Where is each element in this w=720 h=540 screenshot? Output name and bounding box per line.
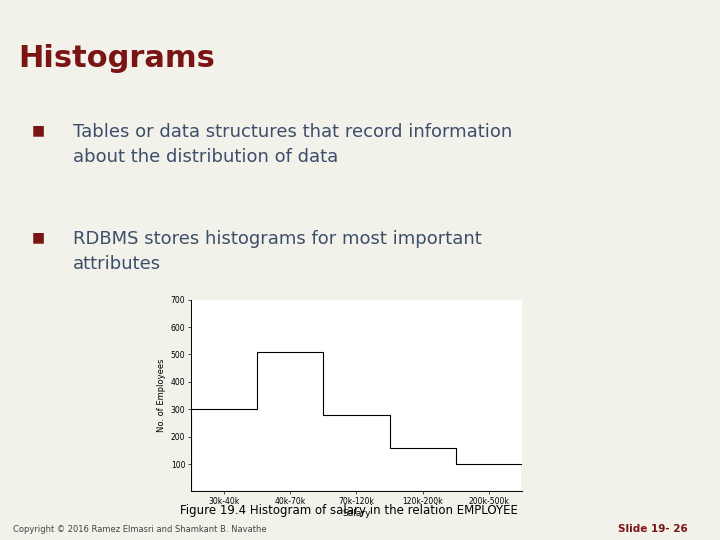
Text: ■: ■ [32,124,45,138]
Text: Slide 19- 26: Slide 19- 26 [618,523,688,534]
Text: RDBMS stores histograms for most important
attributes: RDBMS stores histograms for most importa… [73,231,482,273]
Y-axis label: No. of Employees: No. of Employees [158,359,166,433]
Text: Figure 19.4 Histogram of salary in the relation EMPLOYEE: Figure 19.4 Histogram of salary in the r… [180,504,518,517]
Text: Histograms: Histograms [18,44,215,73]
Text: Tables or data structures that record information
about the distribution of data: Tables or data structures that record in… [73,124,513,166]
Text: Copyright © 2016 Ramez Elmasri and Shamkant B. Navathe: Copyright © 2016 Ramez Elmasri and Shamk… [13,524,266,534]
X-axis label: Salary: Salary [342,509,371,518]
Text: ■: ■ [32,231,45,245]
